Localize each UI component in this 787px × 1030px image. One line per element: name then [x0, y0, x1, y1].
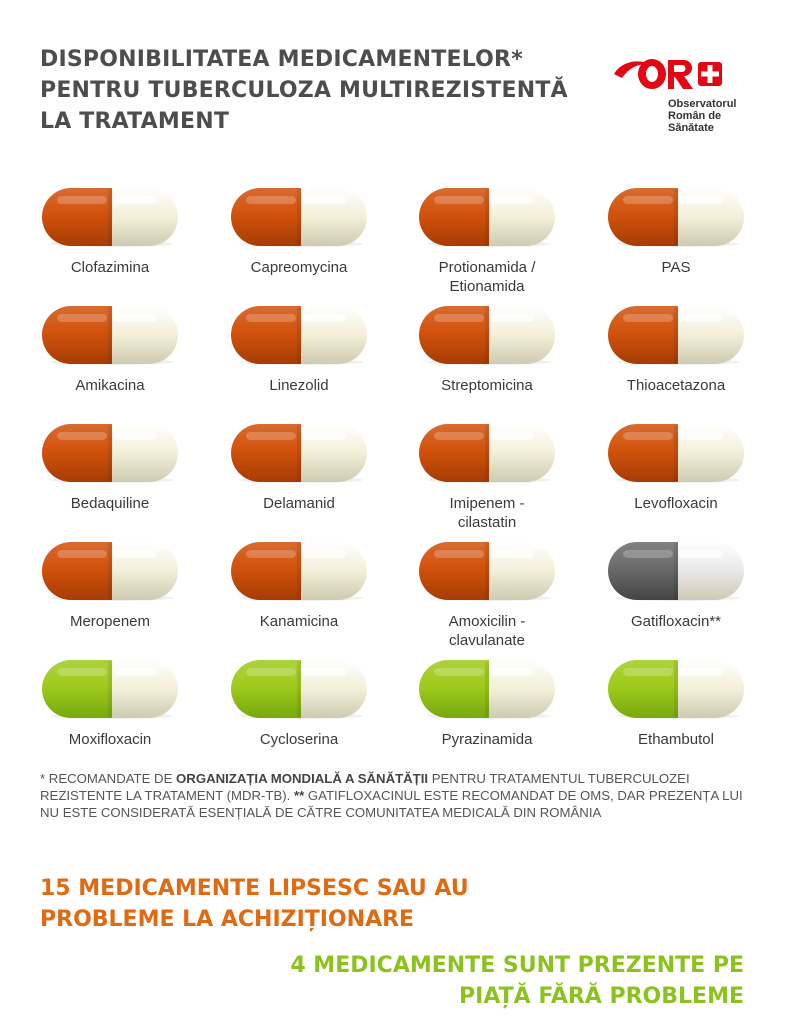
drug-item: Imipenem - cilastatin: [392, 422, 582, 532]
ok-summary-line-2: PIAȚĂ FĂRĂ PROBLEME: [459, 984, 744, 1009]
capsule-icon: [231, 424, 367, 483]
drug-name: Thioacetazona: [626, 377, 726, 394]
capsule-icon: [608, 660, 744, 719]
drug-name: PAS: [661, 259, 691, 276]
drug-name: Clofazimina: [70, 259, 150, 276]
drug-name: Bedaquiline: [70, 495, 150, 512]
drug-name: Ethambutol: [638, 731, 714, 748]
drug-name: Meropenem: [69, 613, 151, 630]
drug-name: Delamanid: [263, 495, 335, 512]
drug-item: Cycloserina: [204, 658, 394, 749]
drug-item: Pyrazinamida: [392, 658, 582, 749]
drug-item: Amikacina: [15, 304, 205, 395]
title-line-2: PENTRU TUBERCULOZA MULTIREZISTENTĂ: [40, 78, 568, 103]
capsule-icon: [42, 660, 178, 719]
drug-item: Capreomycina: [204, 186, 394, 277]
capsule-icon: [419, 660, 555, 719]
drug-item: Protionamida / Etionamida: [392, 186, 582, 296]
capsule-icon: [419, 542, 555, 601]
drug-name: Linezolid: [269, 377, 329, 394]
drug-name: Kanamicina: [259, 613, 339, 630]
drug-item: Amoxicilin - clavulanate: [392, 540, 582, 650]
capsule-icon: [231, 188, 367, 247]
missing-summary-line-2: PROBLEME LA ACHIZIȚIONARE: [40, 907, 415, 932]
drug-item: Moxifloxacin: [15, 658, 205, 749]
drug-name: Capreomycina: [250, 259, 348, 276]
logo-text-line-3: Sănătate: [668, 122, 714, 134]
capsule-icon: [231, 542, 367, 601]
drug-item: Gatifloxacin**: [581, 540, 771, 631]
drug-name: Amikacina: [75, 377, 145, 394]
drug-name: Protionamida / Etionamida: [438, 259, 536, 295]
drug-item: Kanamicina: [204, 540, 394, 631]
capsule-icon: [42, 188, 178, 247]
drug-item: Bedaquiline: [15, 422, 205, 513]
drug-item: Linezolid: [204, 304, 394, 395]
logo-text: Observatorul Român de Sănătate: [668, 98, 736, 134]
capsule-icon: [42, 306, 178, 365]
drug-name: Imipenem - cilastatin: [449, 495, 525, 531]
capsule-icon: [419, 306, 555, 365]
drug-item: Streptomicina: [392, 304, 582, 395]
footnote-part-1: * Recomandate de: [40, 771, 177, 786]
capsule-icon: [608, 306, 744, 365]
drug-name: Streptomicina: [441, 377, 533, 394]
footnote-double-asterisk: **: [294, 788, 305, 803]
page-title: DISPONIBILITATEA MEDICAMENTELOR* PENTRU …: [40, 44, 610, 137]
capsule-icon: [608, 424, 744, 483]
drug-item: Meropenem: [15, 540, 205, 631]
footnote: * Recomandate de Organizația Mondială a …: [40, 770, 760, 821]
capsule-icon: [231, 660, 367, 719]
logo-text-line-1: Observatorul: [668, 98, 737, 110]
ors-logo: Observatorul Român de Sănătate: [612, 52, 762, 142]
drug-item: Thioacetazona: [581, 304, 771, 395]
drug-name: Levofloxacin: [634, 495, 718, 512]
capsule-icon: [231, 306, 367, 365]
available-drugs-summary: 4 MEDICAMENTE SUNT PREZENTE PE PIAȚĂ FĂR…: [290, 950, 744, 1012]
missing-summary-line-1: 15 MEDICAMENTE LIPSESC SAU AU: [40, 876, 469, 901]
footnote-part-3: Gatifloxacinul este recomandat de OMS, d…: [40, 788, 743, 820]
logo-text-line-2: Român de: [668, 110, 722, 122]
drug-item: Levofloxacin: [581, 422, 771, 513]
footnote-who: Organizația Mondială a Sănătății: [176, 771, 429, 786]
drug-name: Moxifloxacin: [68, 731, 152, 748]
capsule-icon: [608, 542, 744, 601]
capsule-icon: [419, 188, 555, 247]
ok-summary-line-1: 4 MEDICAMENTE SUNT PREZENTE PE: [290, 953, 744, 978]
drug-name: Pyrazinamida: [441, 731, 533, 748]
capsule-icon: [419, 424, 555, 483]
title-line-3: LA TRATAMENT: [40, 109, 230, 134]
drug-item: Delamanid: [204, 422, 394, 513]
capsule-icon: [42, 424, 178, 483]
title-line-1: DISPONIBILITATEA MEDICAMENTELOR*: [40, 47, 523, 72]
footnote-part-2: pentru tratamentul tuberculozei rezisten…: [40, 771, 690, 803]
drug-item: PAS: [581, 186, 771, 277]
drug-item: Ethambutol: [581, 658, 771, 749]
drug-name: Amoxicilin - clavulanate: [448, 613, 526, 649]
drug-item: Clofazimina: [15, 186, 205, 277]
capsule-icon: [42, 542, 178, 601]
missing-drugs-summary: 15 MEDICAMENTE LIPSESC SAU AU PROBLEME L…: [40, 873, 469, 935]
drug-name: Gatifloxacin**: [630, 613, 722, 630]
capsule-icon: [608, 188, 744, 247]
drug-name: Cycloserina: [259, 731, 339, 748]
ors-logo-mark: [614, 59, 722, 89]
